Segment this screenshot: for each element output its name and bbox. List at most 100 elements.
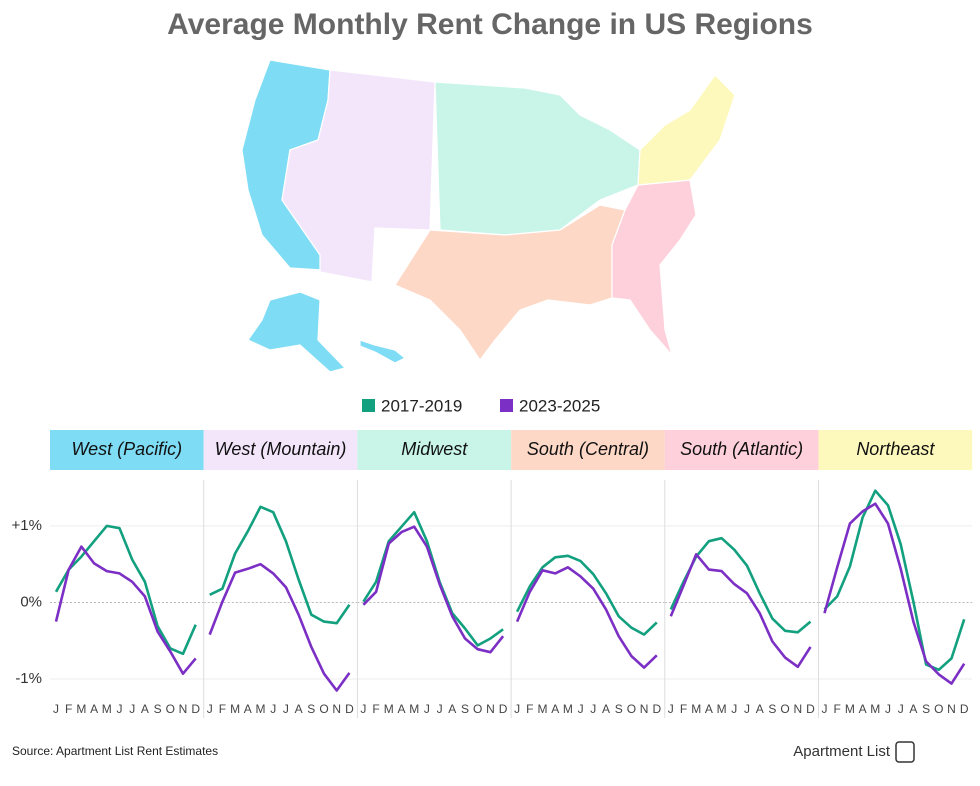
x-tick-label: S [922, 702, 930, 716]
map-mountain [281, 69, 436, 283]
x-tick-label: J [668, 702, 674, 716]
x-tick-label: S [307, 702, 315, 716]
brand: Apartment List [793, 743, 891, 760]
x-tick-label: A [141, 702, 149, 716]
x-tick-label: S [615, 702, 623, 716]
x-tick-label: D [345, 702, 354, 716]
x-tick-label: A [295, 702, 303, 716]
panel-header-bg [511, 430, 665, 470]
series-line [823, 489, 966, 672]
map-south-atlantic [611, 179, 697, 356]
x-tick-label: J [270, 702, 276, 716]
x-tick-label: A [90, 702, 98, 716]
x-tick-label: J [731, 702, 737, 716]
x-tick-label: N [486, 702, 495, 716]
x-tick-label: O [166, 702, 175, 716]
x-tick-label: J [744, 702, 750, 716]
x-tick-label: J [129, 702, 135, 716]
series-line [209, 505, 351, 625]
x-tick-label: M [538, 702, 548, 716]
series-line [823, 502, 966, 685]
x-tick-label: J [578, 702, 584, 716]
x-tick-label: D [652, 702, 661, 716]
x-tick-label: F [526, 702, 533, 716]
panel-header-bg [664, 430, 819, 470]
x-tick-label: F [372, 702, 379, 716]
legend-swatch [500, 399, 513, 412]
x-tick-label: J [590, 702, 596, 716]
map-south-central [394, 204, 626, 362]
x-tick-label: D [191, 702, 200, 716]
x-tick-label: N [179, 702, 188, 716]
x-tick-label: M [717, 702, 727, 716]
x-tick-label: M [76, 702, 86, 716]
x-tick-label: J [53, 702, 59, 716]
legend-swatch [362, 399, 375, 412]
x-tick-label: M [409, 702, 419, 716]
x-tick-label: O [934, 702, 943, 716]
legend-label: 2017-2019 [381, 396, 462, 415]
series-line [54, 524, 197, 656]
x-tick-label: J [360, 702, 366, 716]
x-tick-label: A [859, 702, 867, 716]
x-tick-label: A [602, 702, 610, 716]
panel-header: South (Atlantic) [680, 439, 803, 459]
x-tick-label: N [640, 702, 649, 716]
panel-header: West (Pacific) [72, 439, 183, 459]
x-tick-label: S [768, 702, 776, 716]
y-tick-label: +1% [12, 517, 42, 534]
us-map [241, 59, 736, 373]
panel-header: Midwest [401, 439, 468, 459]
x-tick-label: O [473, 702, 482, 716]
x-tick-label: M [870, 702, 880, 716]
series-line [515, 554, 658, 636]
panel-header-bg [818, 430, 973, 470]
x-tick-label: J [424, 702, 430, 716]
x-tick-label: J [822, 702, 828, 716]
x-tick-label: J [283, 702, 289, 716]
map-northeast [637, 74, 736, 186]
x-tick-label: O [780, 702, 789, 716]
x-tick-label: D [960, 702, 969, 716]
panel-header: Northeast [856, 439, 935, 459]
brand-logo [895, 741, 915, 763]
x-tick-label: N [947, 702, 956, 716]
x-tick-label: J [207, 702, 213, 716]
x-tick-label: M [691, 702, 701, 716]
x-tick-label: J [885, 702, 891, 716]
x-tick-label: J [117, 702, 123, 716]
panel-header: South (Central) [527, 439, 649, 459]
x-tick-label: A [756, 702, 764, 716]
x-tick-label: S [154, 702, 162, 716]
y-tick-label: -1% [15, 670, 42, 687]
x-tick-label: M [230, 702, 240, 716]
map-alaska [247, 291, 347, 373]
x-tick-label: A [448, 702, 456, 716]
map-hawaii [359, 339, 407, 364]
x-tick-label: J [514, 702, 520, 716]
x-tick-label: N [793, 702, 802, 716]
x-tick-label: S [461, 702, 469, 716]
x-tick-label: O [319, 702, 328, 716]
x-tick-label: M [384, 702, 394, 716]
series-line [515, 566, 658, 669]
x-tick-label: M [563, 702, 573, 716]
x-tick-label: F [65, 702, 72, 716]
x-tick-label: J [437, 702, 443, 716]
x-tick-label: A [705, 702, 713, 716]
series-line [208, 562, 351, 692]
x-tick-label: M [845, 702, 855, 716]
panel-header: West (Mountain) [215, 439, 347, 459]
series-line [54, 545, 197, 675]
x-tick-label: M [256, 702, 266, 716]
x-tick-label: J [898, 702, 904, 716]
panel-header-bg [50, 430, 204, 470]
chart-title: Average Monthly Rent Change in US Region… [167, 8, 813, 41]
series-line [669, 536, 812, 634]
x-tick-label: A [551, 702, 559, 716]
series-line [362, 510, 504, 647]
x-tick-label: F [834, 702, 841, 716]
x-tick-label: N [332, 702, 341, 716]
legend: 2017-2019 2023-2025 [362, 396, 600, 415]
x-tick-label: A [909, 702, 917, 716]
